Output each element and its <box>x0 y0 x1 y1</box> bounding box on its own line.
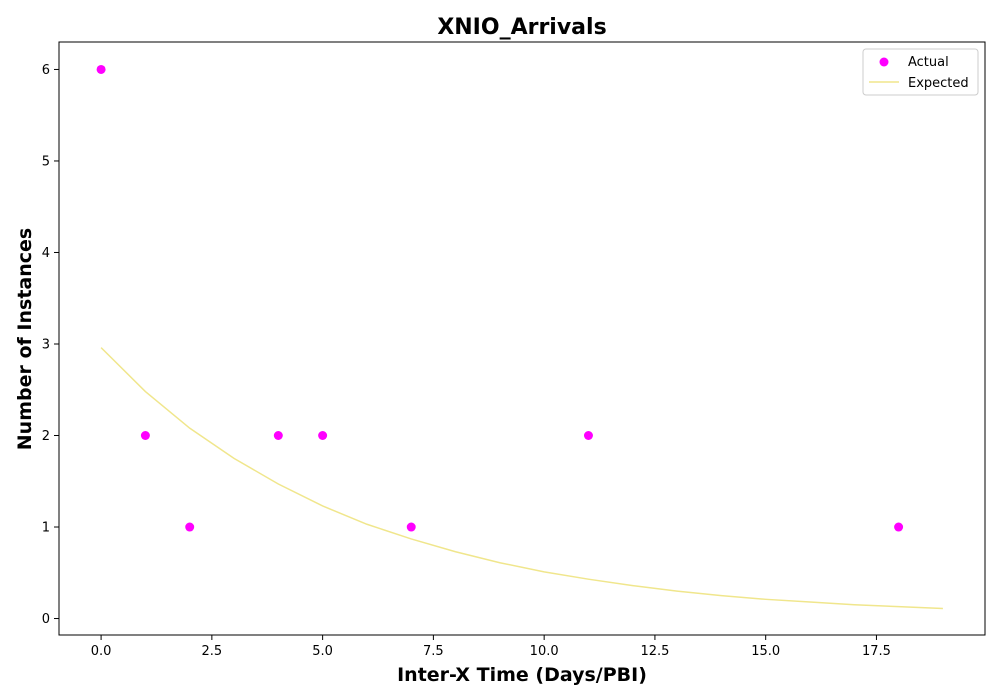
legend-frame <box>862 48 979 96</box>
legend-label-actual: Actual <box>908 55 949 70</box>
x-tick-label: 7.5 <box>423 644 444 659</box>
x-tick-label: 0.0 <box>91 644 112 659</box>
y-tick-label: 5 <box>42 154 50 169</box>
y-tick-label: 4 <box>42 246 50 261</box>
y-tick-label: 3 <box>42 337 50 352</box>
x-tick-label: 12.5 <box>640 644 669 659</box>
scatter-point-actual <box>406 522 416 532</box>
legend-marker-actual <box>879 57 889 67</box>
scatter-point-actual <box>96 64 106 74</box>
x-tick-label: 2.5 <box>202 644 223 659</box>
scatter-point-actual <box>185 522 195 532</box>
y-tick-label: 2 <box>42 429 50 444</box>
plot-area <box>58 41 986 636</box>
chart-title: XNIO_Arrivals <box>437 15 606 40</box>
y-axis-label: Number of Instances <box>14 228 36 450</box>
y-tick-label: 6 <box>42 63 50 78</box>
y-tick-label: 1 <box>42 521 50 536</box>
legend-label-expected: Expected <box>908 76 969 91</box>
scatter-point-actual <box>140 431 150 441</box>
scatter-point-actual <box>318 431 328 441</box>
x-axis-label: Inter-X Time (Days/PBI) <box>397 664 647 686</box>
x-tick-label: 5.0 <box>312 644 333 659</box>
x-tick-label: 17.5 <box>862 644 891 659</box>
series-line-expected <box>100 347 943 610</box>
x-tick-label: 10.0 <box>530 644 559 659</box>
y-axis: 0 1 2 3 4 5 6 <box>42 63 59 627</box>
x-tick-label: 15.0 <box>751 644 780 659</box>
scatter-point-actual <box>273 431 283 441</box>
legend: Actual Expected <box>862 48 979 96</box>
scatter-point-actual <box>583 431 593 441</box>
series-layer <box>96 64 943 610</box>
y-tick-label: 0 <box>42 612 50 627</box>
plot-frame <box>58 41 986 636</box>
scatter-point-actual <box>894 522 904 532</box>
x-axis: 0.0 2.5 5.0 7.5 10.0 12.5 15.0 17.5 <box>91 635 891 659</box>
